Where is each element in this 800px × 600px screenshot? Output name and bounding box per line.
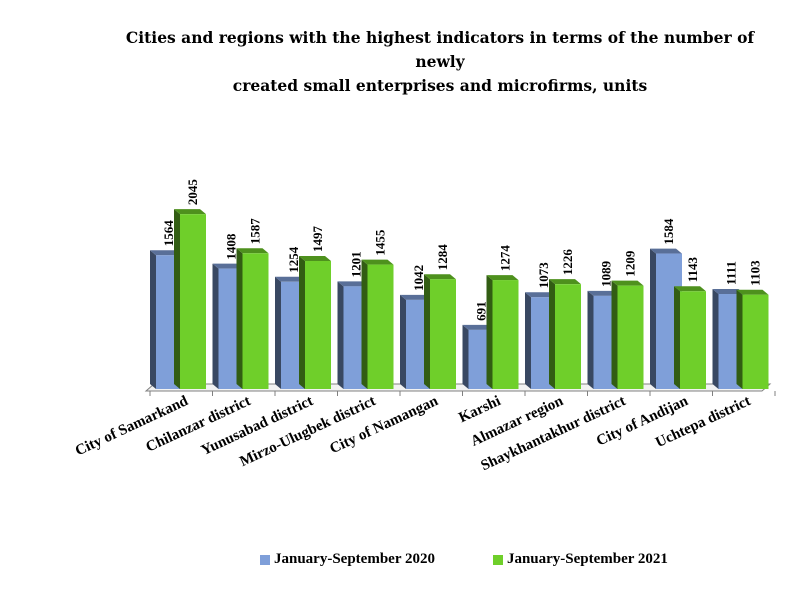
bar-side-2021: [174, 209, 180, 389]
bar-2021: [555, 284, 581, 389]
data-label: 1103: [748, 260, 763, 286]
data-label: 1254: [286, 246, 301, 273]
bar-side-2020: [712, 289, 719, 389]
data-label: 691: [474, 301, 489, 321]
bar-2021: [367, 264, 394, 389]
data-label: 1587: [248, 218, 263, 245]
bar-top-2021: [174, 209, 206, 215]
bar-top-2021: [549, 279, 581, 285]
data-label: 1201: [349, 251, 364, 277]
bar-side-2020: [650, 248, 656, 389]
chart-legend: January-September 2020 January-September…: [260, 551, 668, 568]
data-label: 1209: [623, 250, 638, 277]
bar-2021: [492, 280, 519, 389]
data-label: 1226: [560, 249, 575, 276]
x-tick-label: City of Namangan: [327, 393, 441, 457]
bar-top-2020: [650, 248, 682, 254]
data-label: 1284: [435, 244, 450, 271]
bar-top-2021: [424, 274, 456, 280]
x-tick-label: Chilanzar district: [144, 393, 254, 455]
chart-title-line-1: Cities and regions with the highest indi…: [125, 28, 755, 71]
bar-2021: [242, 253, 269, 389]
legend-swatch-2021: [492, 554, 503, 565]
bar-top-2021: [299, 256, 331, 262]
bar-side-2021: [236, 248, 243, 389]
bar-2021: [180, 214, 206, 389]
bar-2021: [617, 285, 644, 389]
legend-item-2021: January-September 2021: [492, 551, 668, 568]
bar-top-2021: [361, 259, 394, 265]
bar-side-2021: [424, 274, 430, 389]
bar-side-2020: [212, 263, 219, 389]
bar-side-2020: [275, 276, 281, 389]
legend-swatch-2020: [260, 554, 270, 565]
data-label: 1497: [310, 226, 325, 253]
bar-top-2021: [236, 248, 269, 254]
bar-side-2020: [525, 292, 531, 389]
bar-side-2020: [400, 294, 406, 389]
data-label: 1408: [224, 233, 239, 260]
bar-top-2021: [611, 280, 644, 286]
bar-side-2020: [150, 250, 156, 389]
data-label: 1455: [373, 229, 388, 256]
data-label: 1111: [724, 261, 739, 285]
bar-side-2021: [361, 259, 368, 389]
bar-2021: [680, 291, 706, 389]
data-label: 2045: [185, 179, 200, 206]
bar-2021: [430, 279, 456, 389]
bar-side-2021: [674, 286, 680, 389]
data-label: 1274: [498, 245, 513, 272]
legend-label-2020: January-September 2020: [274, 551, 435, 567]
data-label: 1584: [661, 218, 676, 245]
bar-side-2020: [587, 290, 594, 389]
bar-side-2021: [486, 275, 493, 389]
chart-title-line-2: created small enterprises and microfirms…: [232, 76, 648, 95]
bar-side-2020: [462, 324, 469, 389]
bar-side-2021: [299, 256, 305, 389]
data-label: 1042: [411, 265, 426, 291]
data-label: 1089: [599, 260, 614, 287]
bar-top-2021: [674, 286, 706, 292]
data-label: 1143: [685, 256, 700, 282]
bar-side-2021: [611, 280, 618, 389]
legend-label-2021: January-September 2021: [506, 551, 668, 567]
bar-top-2021: [486, 275, 519, 281]
data-label: 1564: [161, 220, 176, 247]
legend-item-2020: January-September 2020: [260, 551, 435, 568]
bar-2021: [305, 261, 331, 389]
bar-side-2020: [337, 281, 344, 389]
chart-title: Cities and regions with the highest indi…: [120, 26, 760, 98]
bar-2021: [742, 294, 769, 389]
bar-side-2021: [549, 279, 555, 389]
data-label: 1073: [536, 262, 551, 289]
bar-side-2021: [736, 289, 743, 389]
bar-top-2021: [736, 289, 769, 295]
